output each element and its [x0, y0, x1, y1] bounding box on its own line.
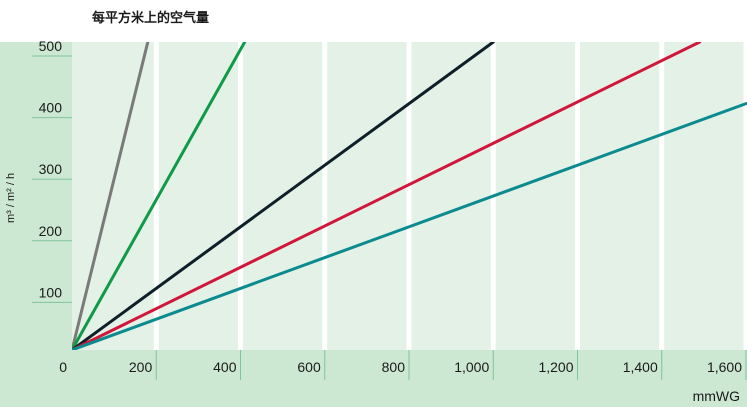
x-axis-label: mmWG: [693, 388, 740, 404]
x-tick-label: 600: [297, 359, 321, 375]
series-line-3: [72, 42, 495, 350]
x-axis-band: [0, 350, 747, 407]
x-tick-label: 0: [59, 359, 67, 375]
y-tick-label: 400: [39, 100, 63, 116]
y-tick-label: 100: [39, 284, 63, 300]
series-line-1: [72, 42, 150, 350]
y-tick-label: 200: [39, 223, 63, 239]
y-axis-label: m³ / m² / h: [5, 173, 17, 223]
series-line-5: [72, 102, 747, 350]
series-line-4: [72, 42, 702, 350]
x-tick-label: 200: [129, 359, 153, 375]
x-tick-label: 1,600: [707, 359, 742, 375]
y-axis-ticks: 100 200 300 400 500: [32, 38, 72, 303]
x-tick-label: 400: [213, 359, 237, 375]
chart-title: 每平方米上的空气量: [92, 10, 209, 25]
x-tick-label: 1,200: [538, 359, 573, 375]
x-tick-label: 1,000: [454, 359, 489, 375]
x-tick-label: 800: [382, 359, 406, 375]
x-axis-ticks: 0 200 400 600 800 1,000 1,200 1,400 1,600: [59, 350, 747, 380]
y-tick-label: 300: [39, 161, 63, 177]
y-axis-band: [0, 42, 72, 350]
y-tick-label: 500: [39, 38, 63, 54]
series-lines: [72, 42, 747, 350]
series-line-2: [72, 42, 247, 350]
x-tick-label: 1,400: [623, 359, 658, 375]
